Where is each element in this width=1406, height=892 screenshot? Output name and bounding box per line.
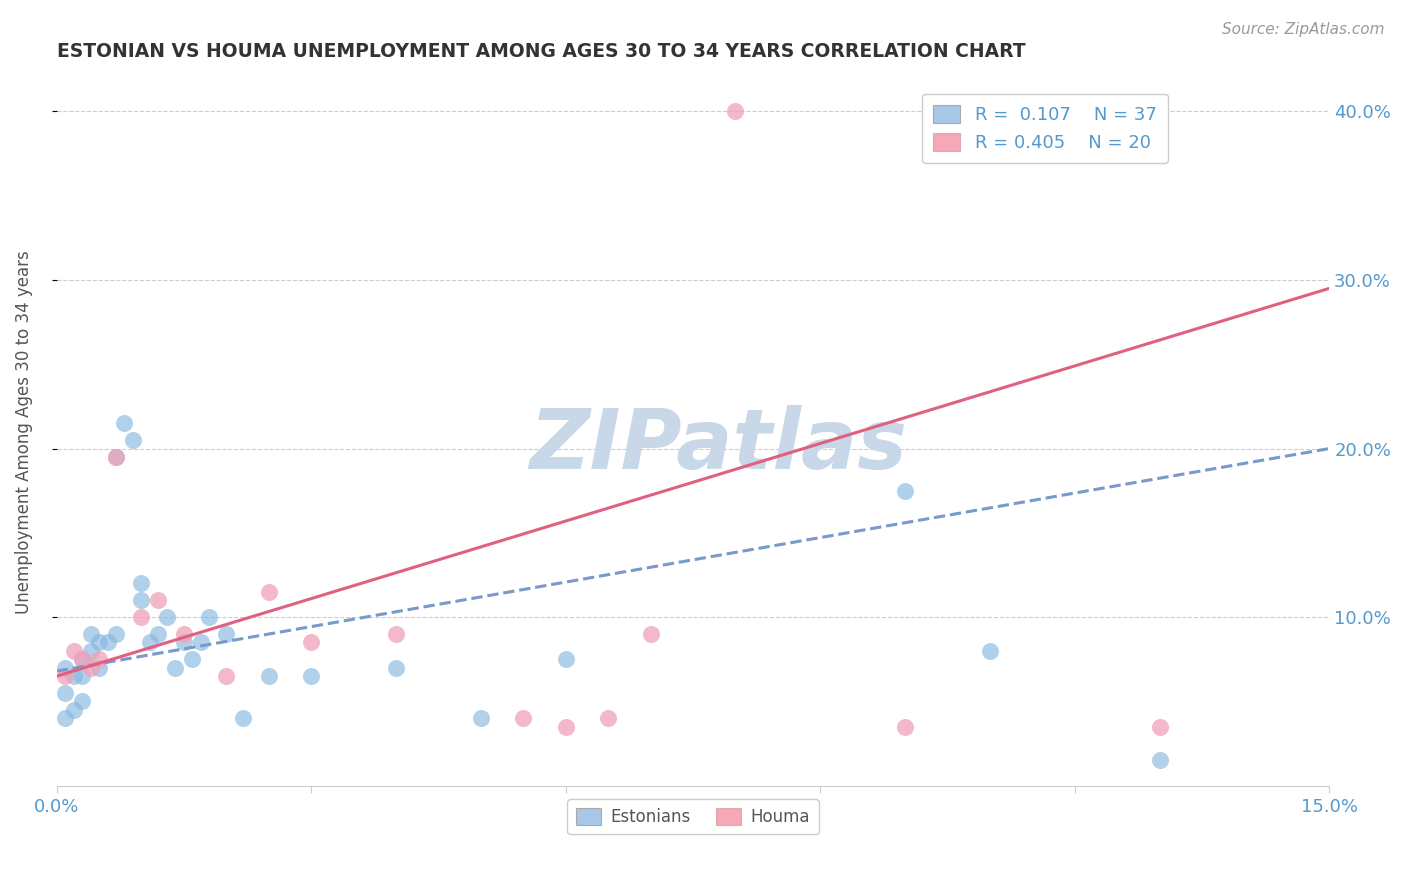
Point — [190, 635, 212, 649]
Point — [173, 635, 195, 649]
Point — [53, 661, 76, 675]
Point — [724, 104, 747, 119]
Point — [894, 720, 917, 734]
Point — [257, 669, 280, 683]
Point — [148, 627, 170, 641]
Point — [87, 635, 110, 649]
Point — [62, 644, 84, 658]
Point — [105, 627, 128, 641]
Point — [62, 669, 84, 683]
Point — [62, 703, 84, 717]
Point — [79, 644, 101, 658]
Point — [79, 661, 101, 675]
Point — [139, 635, 162, 649]
Point — [215, 627, 238, 641]
Point — [979, 644, 1001, 658]
Point — [596, 711, 619, 725]
Point — [198, 610, 221, 624]
Point — [122, 433, 145, 447]
Point — [87, 652, 110, 666]
Point — [87, 661, 110, 675]
Point — [70, 652, 93, 666]
Point — [165, 661, 187, 675]
Point — [105, 450, 128, 464]
Legend: Estonians, Houma: Estonians, Houma — [567, 799, 818, 834]
Point — [70, 652, 93, 666]
Y-axis label: Unemployment Among Ages 30 to 34 years: Unemployment Among Ages 30 to 34 years — [15, 250, 32, 614]
Point — [173, 627, 195, 641]
Point — [131, 610, 153, 624]
Point — [894, 483, 917, 498]
Point — [131, 593, 153, 607]
Point — [105, 450, 128, 464]
Point — [470, 711, 492, 725]
Point — [385, 627, 408, 641]
Point — [232, 711, 254, 725]
Text: ESTONIAN VS HOUMA UNEMPLOYMENT AMONG AGES 30 TO 34 YEARS CORRELATION CHART: ESTONIAN VS HOUMA UNEMPLOYMENT AMONG AGE… — [56, 42, 1025, 61]
Text: ZIPatlas: ZIPatlas — [530, 405, 907, 486]
Text: Source: ZipAtlas.com: Source: ZipAtlas.com — [1222, 22, 1385, 37]
Point — [299, 635, 322, 649]
Point — [53, 686, 76, 700]
Point — [299, 669, 322, 683]
Point — [1149, 754, 1171, 768]
Point — [53, 711, 76, 725]
Point — [96, 635, 118, 649]
Point — [257, 585, 280, 599]
Point — [148, 593, 170, 607]
Point — [156, 610, 179, 624]
Point — [79, 627, 101, 641]
Point — [640, 627, 662, 641]
Point — [181, 652, 204, 666]
Point — [70, 669, 93, 683]
Point — [554, 720, 576, 734]
Point — [215, 669, 238, 683]
Point — [1149, 720, 1171, 734]
Point — [385, 661, 408, 675]
Point — [114, 417, 136, 431]
Point — [554, 652, 576, 666]
Point — [53, 669, 76, 683]
Point — [131, 576, 153, 591]
Point — [70, 694, 93, 708]
Point — [512, 711, 534, 725]
